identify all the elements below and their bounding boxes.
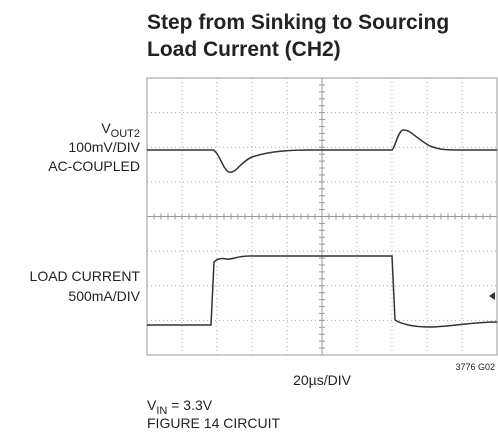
channel-scale: 100mV/DIV (68, 139, 140, 155)
channel-name: VOUT2 (101, 120, 140, 140)
timebase: 20µs/DIV (293, 372, 352, 388)
screen-grid (146, 77, 498, 356)
load-current-trace (147, 255, 498, 328)
figure-id: 3776 G02 (455, 362, 495, 372)
title-line: Load Current (CH2) (147, 38, 341, 61)
note: VIN = 3.3V (147, 397, 213, 417)
title-line: Step from Sinking to Sourcing (147, 11, 449, 34)
channel-coupling: AC-COUPLED (48, 158, 140, 174)
channel-scale: 500mA/DIV (68, 288, 140, 304)
channel-name: LOAD CURRENT (30, 268, 141, 284)
ground-marker (489, 292, 495, 300)
note: FIGURE 14 CIRCUIT (147, 415, 280, 431)
vout-trace (147, 129, 497, 173)
